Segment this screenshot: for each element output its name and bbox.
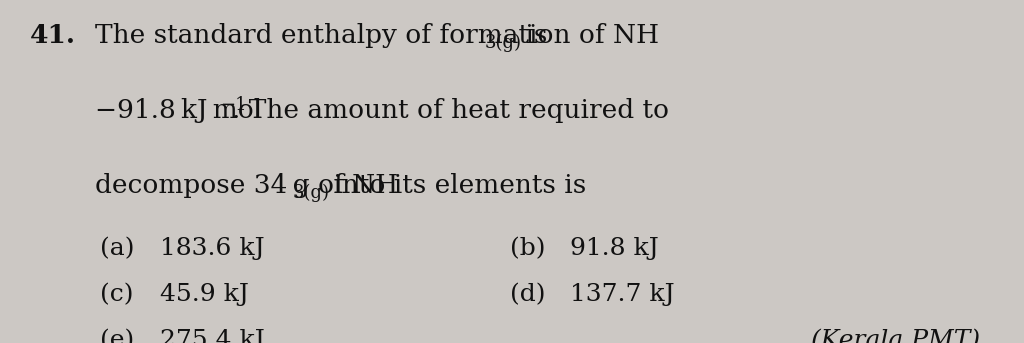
Text: −1: −1	[220, 96, 247, 114]
Text: The standard enthalpy of formation of NH: The standard enthalpy of formation of NH	[95, 23, 659, 48]
Text: 183.6 kJ: 183.6 kJ	[160, 237, 264, 260]
Text: into its elements is: into its elements is	[325, 173, 587, 198]
Text: 275.4 kJ: 275.4 kJ	[160, 329, 265, 343]
Text: 3(g): 3(g)	[293, 184, 330, 202]
Text: is: is	[517, 23, 548, 48]
Text: (a): (a)	[100, 237, 134, 260]
Text: 91.8 kJ: 91.8 kJ	[570, 237, 658, 260]
Text: (d): (d)	[510, 283, 546, 306]
Text: 45.9 kJ: 45.9 kJ	[160, 283, 249, 306]
Text: 137.7 kJ: 137.7 kJ	[570, 283, 675, 306]
Text: 41.: 41.	[30, 23, 76, 48]
Text: (b): (b)	[510, 237, 546, 260]
Text: (c): (c)	[100, 283, 133, 306]
Text: . The amount of heat required to: . The amount of heat required to	[232, 98, 669, 123]
Text: −91.8 kJ mol: −91.8 kJ mol	[95, 98, 262, 123]
Text: decompose 34 g of NH: decompose 34 g of NH	[95, 173, 398, 198]
Text: (e): (e)	[100, 329, 134, 343]
Text: 3(g): 3(g)	[485, 34, 522, 52]
Text: (Kerala PMT): (Kerala PMT)	[811, 329, 980, 343]
